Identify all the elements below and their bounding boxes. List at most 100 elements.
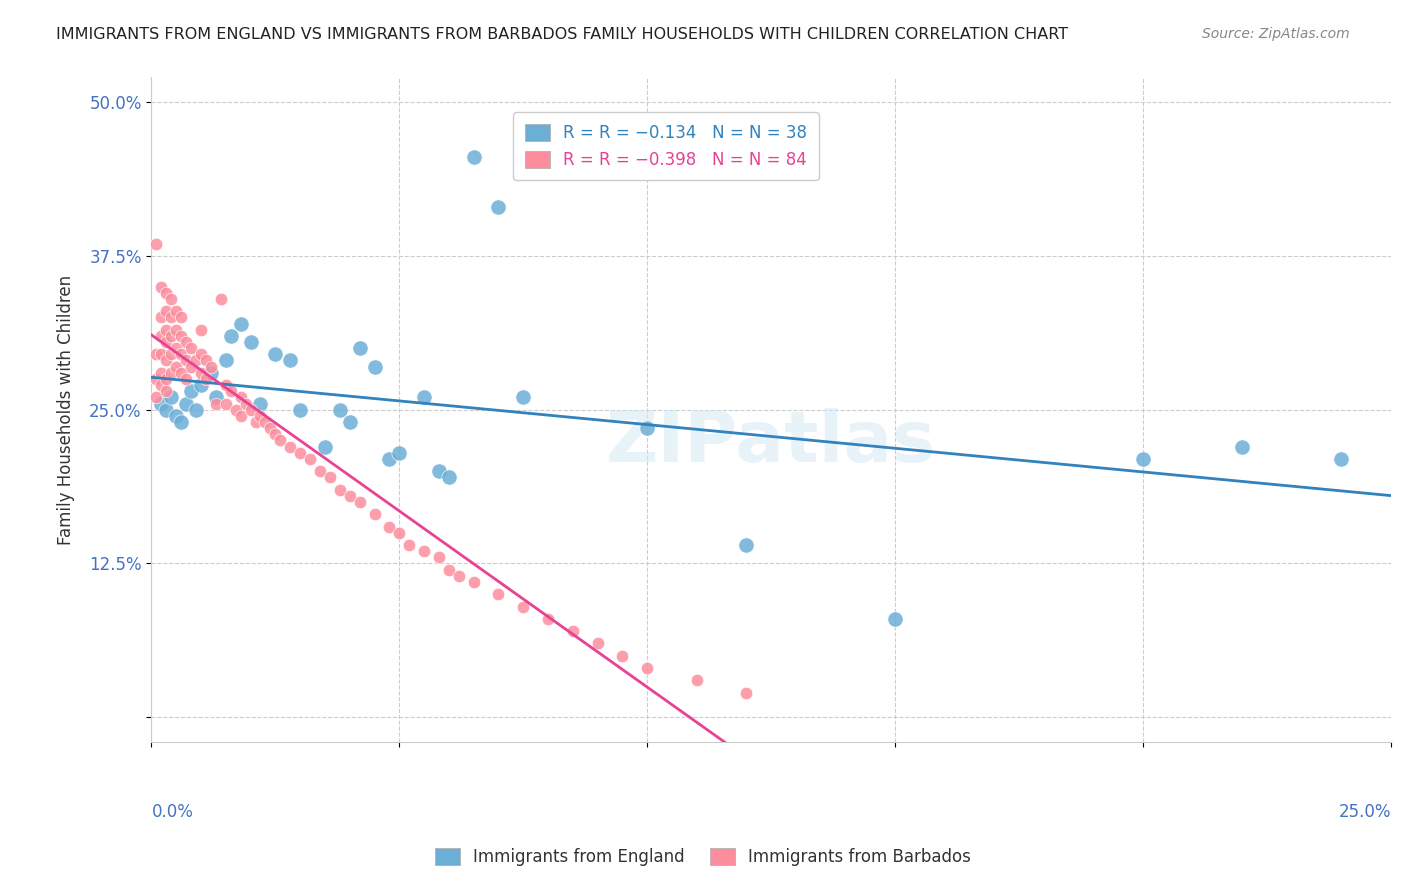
Point [884,612,907,626]
Point [229,317,252,331]
Point [264,347,287,361]
Point [160,390,183,404]
Point [512,390,534,404]
Point [309,464,332,478]
Point [150,347,173,361]
Point [160,347,183,361]
Point [427,464,450,478]
Point [349,495,371,509]
Point [413,390,436,404]
Point [329,402,352,417]
Point [165,409,187,423]
Point [398,538,420,552]
Point [636,661,658,675]
Point [180,341,202,355]
Point [378,519,401,533]
Point [735,538,758,552]
Point [205,396,228,410]
Point [184,402,207,417]
Point [363,359,385,374]
Point [155,334,177,349]
Point [150,378,173,392]
Point [145,372,167,386]
Point [174,372,197,386]
Point [170,328,193,343]
Point [229,409,252,423]
Point [215,378,238,392]
Point [155,323,177,337]
Point [447,568,470,582]
Point [174,334,197,349]
Point [150,396,173,410]
Point [155,353,177,368]
Point [145,236,167,251]
Point [165,359,187,374]
Point [215,353,238,368]
Point [259,421,281,435]
Point [264,427,287,442]
Point [184,353,207,368]
Point [200,366,222,380]
Point [299,451,322,466]
Point [155,285,177,300]
Point [537,612,560,626]
Point [165,341,187,355]
Y-axis label: Family Households with Children: Family Households with Children [58,275,75,545]
Point [165,304,187,318]
Point [561,624,583,639]
Point [278,353,301,368]
Point [150,366,173,380]
Text: IMMIGRANTS FROM ENGLAND VS IMMIGRANTS FROM BARBADOS FAMILY HOUSEHOLDS WITH CHILD: IMMIGRANTS FROM ENGLAND VS IMMIGRANTS FR… [56,27,1069,42]
Point [205,390,228,404]
Point [636,421,658,435]
Point [735,686,758,700]
Point [363,508,385,522]
Point [1330,451,1353,466]
Point [245,415,267,429]
Legend: Immigrants from England, Immigrants from Barbados: Immigrants from England, Immigrants from… [426,840,980,875]
Point [174,353,197,368]
Point [388,446,411,460]
Point [437,563,460,577]
Point [170,415,193,429]
Point [249,396,271,410]
Point [239,402,262,417]
Point [339,415,361,429]
Text: Source: ZipAtlas.com: Source: ZipAtlas.com [1202,27,1350,41]
Point [190,323,212,337]
Point [388,525,411,540]
Point [150,328,173,343]
Point [200,359,222,374]
Point [180,359,202,374]
Point [170,347,193,361]
Point [612,648,634,663]
Point [160,328,183,343]
Point [1232,440,1254,454]
Point [427,550,450,565]
Point [209,292,232,306]
Point [686,673,709,688]
Point [1132,451,1154,466]
Point [160,310,183,325]
Point [288,402,311,417]
Legend: R = R = −0.134   N = N = 38, R = R = −0.398   N = N = 84: R = R = −0.134 N = N = 38, R = R = −0.39… [513,112,818,180]
Point [229,390,252,404]
Point [488,200,510,214]
Point [150,310,173,325]
Point [437,470,460,484]
Point [413,544,436,558]
Point [155,402,177,417]
Point [219,328,242,343]
Point [463,574,485,589]
Point [155,384,177,399]
Point [190,366,212,380]
Point [319,470,342,484]
Point [235,396,257,410]
Point [463,150,485,164]
Point [165,323,187,337]
Point [488,587,510,601]
Point [269,434,291,448]
Point [239,334,262,349]
Point [314,440,336,454]
Text: 25.0%: 25.0% [1339,804,1391,822]
